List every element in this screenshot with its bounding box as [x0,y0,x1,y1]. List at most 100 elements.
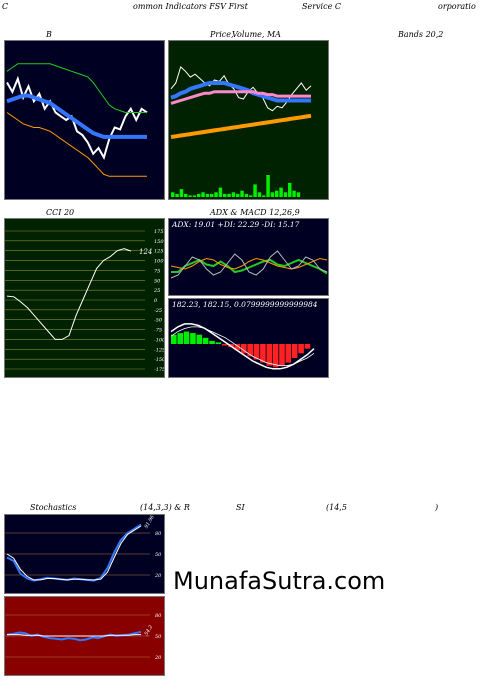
volume-bar [214,192,218,197]
macd-histogram-bar [247,344,253,357]
cci-tick-label: 150 [154,239,164,245]
volume-bar [275,190,279,197]
cci-tick-label: -175 [154,367,164,373]
watermark: MunafaSutra.com [173,567,386,595]
volume-bar [253,184,257,197]
macd-histogram-bar [291,344,298,358]
rsi-tick-label: 80 [155,613,162,619]
header-indicators: ommon Indicators FSV First [133,2,248,11]
label-stoch-params: (14,3,3) & R [140,503,190,512]
cci-line [6,248,132,340]
label-bollinger: B [46,30,52,39]
rsi-chart: 80 50 20 54.2 [5,613,162,661]
volume-bar [179,189,184,197]
stochastics-panel: 80 50 20 91.96 [4,514,165,594]
volume-bar [231,192,236,197]
cci-last-value: 124 [139,248,152,256]
cci-tick-label: 75 [154,268,160,274]
volume-bar [283,192,288,197]
macd-histogram-bar [221,344,228,346]
rsi-tick-label: 20 [154,655,162,661]
macd-histogram-bar [215,342,222,344]
macd-panel: 182.23, 182.15, 0.0799999999999984 [168,298,329,378]
volume-bar [192,195,197,197]
rsi-tick-label: 50 [155,634,162,640]
volume-bar [188,195,192,197]
macd-histogram-bar [260,344,266,363]
label-price: Price, [210,30,234,39]
volume-bar [236,193,240,197]
label-rsi-close: ) [435,503,439,512]
cci-tick-label: 50 [154,278,161,284]
macd-histogram-bar [279,344,285,366]
cci-tick-label: 175 [154,229,164,235]
adx-series-1 [170,257,328,270]
macd-histogram-bar [190,333,196,344]
cci-panel: 175 150 125 100 75 50 25 0 -25 -50 -75 -100 -125 -150… [4,218,165,378]
header-service: Service C [302,2,341,11]
label-adx-macd: ADX & MACD 12,26,9 [210,208,300,217]
volume-bar [197,193,201,197]
volume-bar [223,193,227,197]
cci-tick-label: 100 [154,259,164,265]
volume-bar [210,193,214,197]
adx-readout: ADX: 19.01 +DI: 22.29 -DI: 15.17 [172,220,300,229]
cci-tick-label: -150 [154,357,164,363]
bollinger-series-1 [6,93,147,139]
volume-bar [175,193,179,197]
volume-bar [240,190,244,197]
macd-histogram-bar [285,344,292,363]
volume-bar [218,187,223,197]
adx-series-0 [171,258,328,275]
price-volume-chart [170,65,312,197]
label-stochastics: Stochastics [30,503,77,512]
macd-readout: 182.23, 182.15, 0.0799999999999984 [172,300,318,309]
cci-tick-label: 25 [153,288,160,294]
macd-histogram-bar [304,344,311,349]
label-rsi: SI [236,503,245,512]
macd-series-0 [170,323,315,370]
bollinger-series-3 [6,112,147,177]
macd-histogram-bar [234,344,241,351]
macd-histogram-bar [171,334,177,344]
price-series-1 [170,81,311,103]
rsi-series-1 [7,634,141,637]
bollinger-chart [6,63,148,177]
volume-bar [205,193,210,197]
volume-bar [257,192,262,197]
cci-tick-label: 0 [154,298,158,304]
bollinger-series-2 [6,63,147,113]
cci-tick-label: -50 [154,318,163,324]
price-series-3 [170,113,312,139]
volume-bar [270,192,275,197]
adx-chart [170,250,328,279]
volume-bar [288,182,292,197]
volume-bar [279,187,283,197]
stochastics-tick-label: 80 [155,531,162,537]
price-volume-panel [168,40,329,200]
rsi-last-value: 54.2 [144,624,155,637]
macd-histogram-bar [177,333,183,344]
macd-histogram-bar [202,337,209,344]
volume-bar [171,192,175,197]
stochastics-series-0 [6,523,142,582]
volume-bar [249,195,253,197]
stochastics-chart: 80 50 20 91.96 [5,515,162,582]
label-rsi-params: (14,5 [326,503,347,512]
adx-series-2 [170,250,328,279]
macd-histogram-bar [298,344,304,354]
macd-histogram-bar [196,334,203,344]
macd-histogram-bar [272,344,279,368]
stochastics-tick-label: 50 [155,552,162,558]
cci-tick-label: 125 [154,249,164,255]
macd-histogram-bar [253,344,260,360]
macd-histogram-bar [266,344,273,366]
cci-tick-label: -75 [154,328,162,334]
label-cci: CCI 20 [46,208,75,217]
cci-tick-label: -25 [154,308,162,314]
volume-bar [292,190,296,197]
macd-chart [170,323,315,370]
header-corporation: orporatio [438,2,476,11]
cci-tick-label: -125 [154,347,164,353]
label-bands: Bands 20,2 [398,30,444,39]
